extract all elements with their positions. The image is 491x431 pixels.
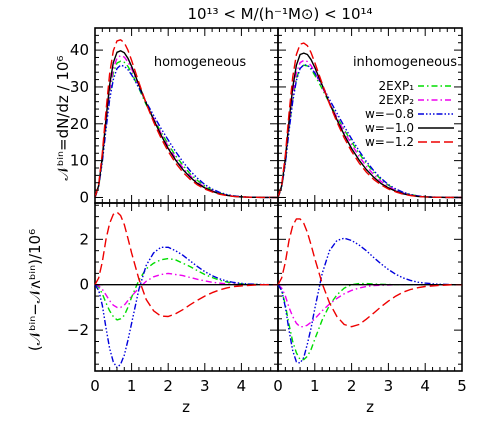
x-tick-label: 0 [273,377,283,395]
legend-label: w=−1.0 [365,121,414,135]
series-lines-bottom-right [277,218,462,364]
x-tick-label: 3 [200,377,210,395]
y-tick-label: 2 [79,230,89,248]
y-tick-label: −2 [67,321,89,339]
y-tick-label: 0 [79,276,89,294]
panel-label-homogeneous: homogeneous [154,55,246,70]
legend-label: w=−1.2 [365,135,414,149]
series-line-inhomogeneous-top-w-0.8 [277,64,462,199]
x-tick-label: 3 [384,377,394,395]
panel-label-inhomogeneous: inhomogeneous [353,55,457,70]
panel-bottom-left-frame [94,202,279,372]
y-tick-label: 0 [79,188,89,206]
series-line-homogeneous-top-2EXP [94,60,278,199]
x-tick-label: 1 [127,377,137,395]
x-tick-label: 4 [237,377,247,395]
legend-label: w=−0.8 [365,107,414,121]
x-tick-label: 4 [420,377,430,395]
series-line-homogeneous-bottom-w-0.8 [94,246,278,369]
x-tick-label: 2 [163,377,173,395]
series-line-inhomogeneous-bottom-2EXP [277,284,462,328]
y-axis-title-bottom: (𝒩ᵇⁱⁿ−𝒩ᴧᵇⁱⁿ)/10⁶ [26,229,44,351]
x-tick-label: 2 [347,377,357,395]
y-axis-title-top: 𝒩ᵇⁱⁿ=dN/dz / 10⁶ [54,56,72,181]
series-line-homogeneous-top-w-0.8 [94,64,278,199]
series-line-inhomogeneous-bottom-w-1.2 [277,218,462,328]
y-tick-label: 10 [70,152,89,170]
axis-ticks [94,27,463,371]
x-axis-title-right: z [366,398,374,416]
x-tick-label: 1 [310,377,320,395]
y-tick-label: 30 [70,78,89,96]
x-tick-label: 5 [457,377,467,395]
x-axis-title-left: z [182,398,190,416]
series-line-homogeneous-bottom-2EXP [94,257,278,321]
series-line-homogeneous-top-w-1.2 [94,39,279,199]
y-tick-label: 20 [70,115,89,133]
series-line-homogeneous-bottom-w-1.2 [94,211,278,318]
series-line-homogeneous-bottom-2EXP [94,272,278,309]
figure-title: 10¹³ < M/(h⁻¹M⊙) < 10¹⁴ [187,5,372,23]
series-line-inhomogeneous-bottom-w-0.8 [277,237,462,364]
x-tick-label: 0 [90,377,100,395]
legend-label: 2EXP₁ [379,79,415,93]
series-lines-bottom-left [94,211,278,369]
y-tick-label: 40 [70,41,89,59]
panel-bottom-right-frame [277,202,463,372]
legend-label: 2EXP₂ [379,93,415,107]
series-line-inhomogeneous-bottom-2EXP [277,282,462,361]
